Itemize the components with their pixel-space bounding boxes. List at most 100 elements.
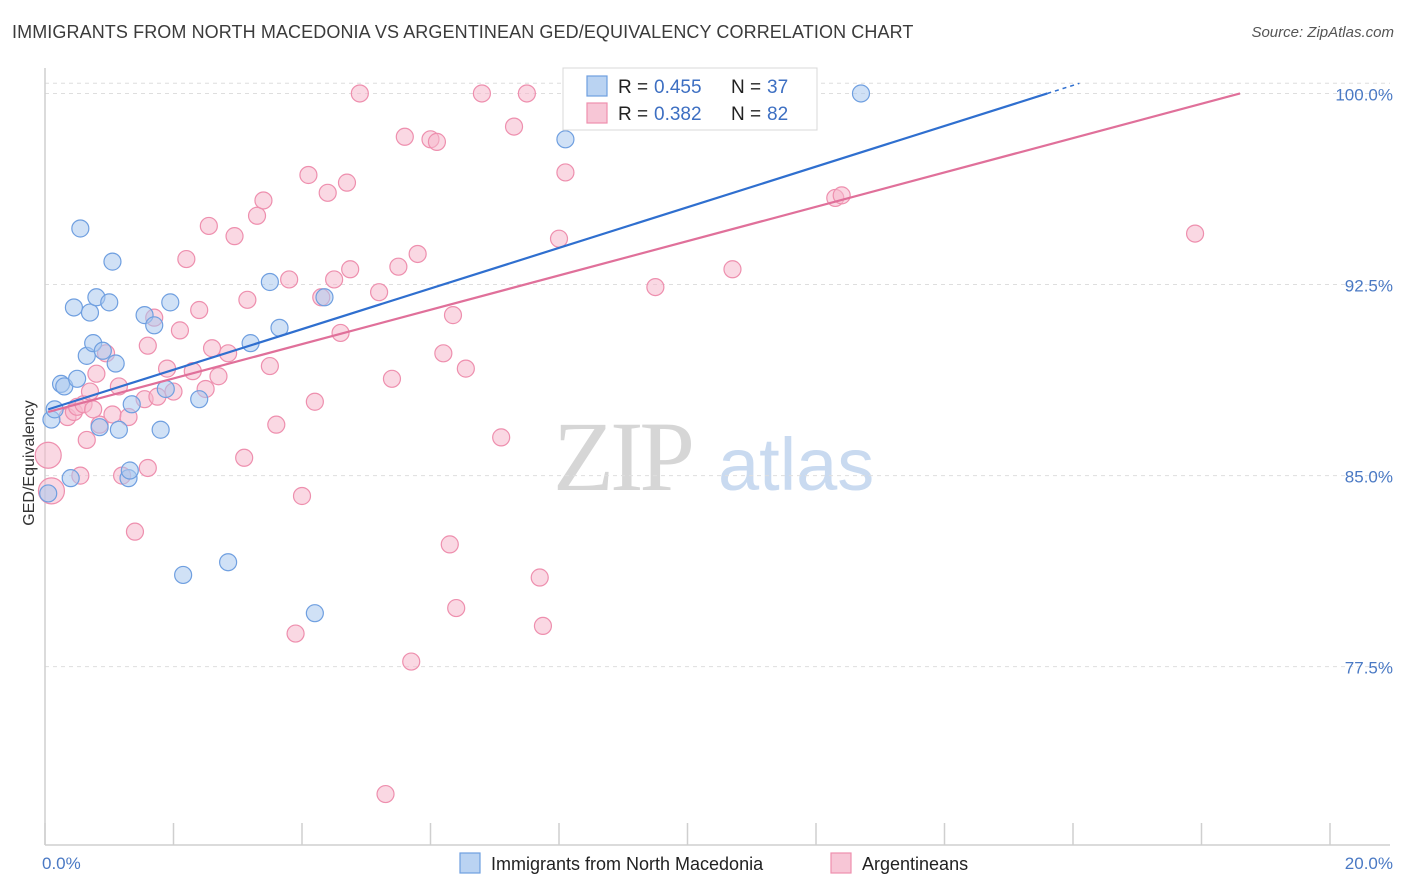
data-point <box>100 293 119 312</box>
data-point <box>434 344 453 363</box>
data-point <box>199 216 218 236</box>
data-point <box>299 165 318 185</box>
data-point <box>337 173 357 192</box>
data-point <box>109 420 128 439</box>
data-point <box>238 290 257 309</box>
data-point <box>235 448 254 467</box>
bottom-legend-swatch-blue <box>459 852 481 874</box>
data-point <box>87 364 106 383</box>
data-point <box>225 227 244 246</box>
data-point <box>286 624 305 643</box>
data-point <box>161 293 180 312</box>
chart-source: Source: ZipAtlas.com <box>1251 24 1394 41</box>
data-point <box>305 604 324 623</box>
legend-r-label: R = <box>618 77 648 98</box>
data-point <box>260 272 279 292</box>
data-point <box>318 183 337 202</box>
data-point <box>427 132 447 151</box>
data-point <box>64 298 84 317</box>
data-point <box>267 415 286 434</box>
data-point <box>440 535 459 554</box>
x-tick-label: 0.0% <box>42 854 81 873</box>
legend-r-label: R = <box>618 104 648 125</box>
data-point <box>77 430 96 450</box>
data-point <box>315 288 334 307</box>
data-point <box>389 257 408 276</box>
data-point <box>254 191 273 210</box>
legend: R = 0.455 N = 37 R = 0.382 N = 82 <box>562 67 818 131</box>
data-point <box>120 461 139 480</box>
watermark-atlas: atlas <box>718 423 874 506</box>
data-point <box>504 117 524 136</box>
data-point <box>202 339 222 358</box>
data-point <box>93 341 112 360</box>
legend-r-value: 0.455 <box>654 77 702 98</box>
data-point <box>39 484 58 503</box>
data-point <box>106 354 125 373</box>
data-point <box>382 369 402 388</box>
data-point <box>292 486 312 506</box>
y-tick-labels: 100.0% 92.5% 85.0% 77.5% <box>1335 85 1393 677</box>
data-point <box>170 321 190 340</box>
data-point <box>370 283 389 302</box>
data-point <box>533 616 553 636</box>
data-point <box>723 260 742 279</box>
data-point <box>341 260 360 279</box>
data-point <box>138 458 157 478</box>
data-point <box>80 303 100 322</box>
bottom-legend-label: Immigrants from North Macedonia <box>491 854 764 874</box>
data-point <box>646 277 665 297</box>
data-point <box>190 300 209 320</box>
watermark-zip: ZIP <box>553 401 691 512</box>
trendline <box>47 92 1048 411</box>
data-point <box>260 356 279 376</box>
watermark: ZIP atlas <box>553 401 874 512</box>
chart-title: IMMIGRANTS FROM NORTH MACEDONIA VS ARGEN… <box>12 22 914 42</box>
y-tick-label: 85.0% <box>1345 468 1393 487</box>
data-point <box>443 306 463 325</box>
data-point <box>190 390 209 409</box>
gridlines <box>45 82 1390 668</box>
data-point <box>209 367 228 386</box>
data-point <box>556 163 575 182</box>
x-tick-labels: 0.0% 20.0% <box>42 854 1393 873</box>
legend-n-value: 82 <box>767 104 788 125</box>
data-point <box>350 84 369 103</box>
data-point <box>103 252 122 271</box>
data-point <box>125 522 145 541</box>
data-point <box>305 392 324 411</box>
data-point <box>247 206 267 225</box>
legend-swatch-pink <box>586 102 608 124</box>
trendlines <box>47 82 1241 413</box>
series-north-macedonia <box>39 84 871 623</box>
data-point <box>145 316 164 335</box>
data-point <box>177 249 196 269</box>
data-point <box>138 336 157 355</box>
data-point <box>151 420 170 439</box>
bottom-legend-label: Argentineans <box>862 854 968 874</box>
data-point <box>492 428 511 447</box>
bottom-legend: Immigrants from North Macedonia Argentin… <box>459 852 968 874</box>
data-point <box>84 400 103 419</box>
data-point <box>34 441 62 469</box>
y-tick-label: 77.5% <box>1345 659 1393 678</box>
data-point <box>122 395 141 414</box>
legend-n-label: N = <box>731 77 761 98</box>
data-point <box>851 84 871 103</box>
y-tick-label: 100.0% <box>1335 85 1393 104</box>
trendline-extension <box>1047 82 1080 95</box>
trendline <box>47 92 1241 413</box>
data-point <box>280 270 299 289</box>
data-point <box>61 469 80 488</box>
legend-r-value: 0.382 <box>654 104 702 125</box>
data-point <box>472 84 491 103</box>
legend-swatch-blue <box>586 75 608 97</box>
data-point <box>549 229 569 248</box>
data-point <box>408 244 427 264</box>
legend-n-value: 37 <box>767 77 788 98</box>
data-point <box>402 652 421 671</box>
bottom-legend-swatch-pink <box>830 852 852 874</box>
data-point <box>219 553 238 572</box>
data-point <box>447 598 466 618</box>
